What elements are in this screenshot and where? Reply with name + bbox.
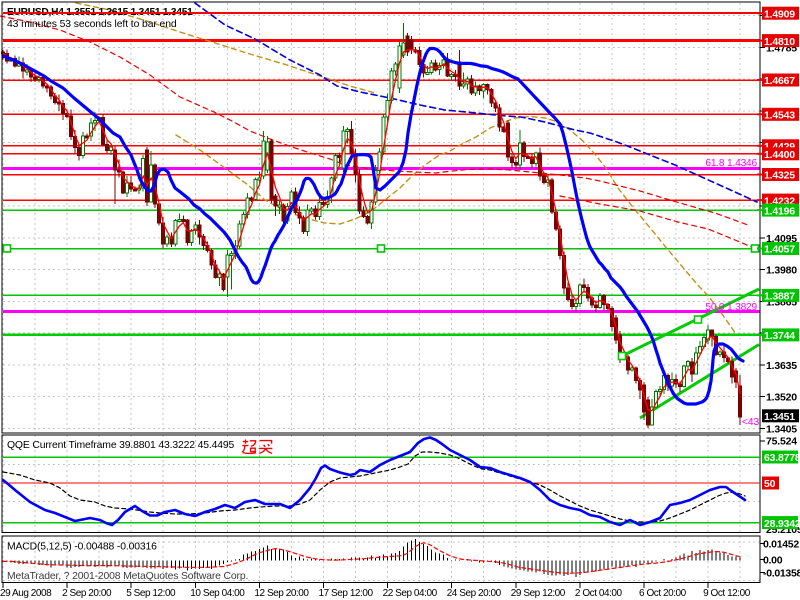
- svg-text:1.4810: 1.4810: [764, 36, 795, 48]
- svg-text:QQE Current Timeframe 39.8801: QQE Current Timeframe 39.8801 43.3222 45…: [7, 440, 235, 451]
- svg-text:24 Sep 20:00: 24 Sep 20:00: [447, 588, 502, 599]
- svg-text:29 Aug 2008: 29 Aug 2008: [0, 588, 52, 599]
- svg-text:29 Sep 12:00: 29 Sep 12:00: [511, 588, 566, 599]
- svg-text:6 Oct 20:00: 6 Oct 20:00: [639, 588, 687, 599]
- svg-text:1.4543: 1.4543: [764, 110, 795, 122]
- svg-text:MACD(5,12,5) -0.00488 -0.00316: MACD(5,12,5) -0.00488 -0.00316: [7, 542, 157, 553]
- svg-text:5 Sep 12:00: 5 Sep 12:00: [126, 588, 176, 599]
- svg-text:1.3520: 1.3520: [766, 392, 797, 404]
- svg-text:12 Sep 20:00: 12 Sep 20:00: [254, 588, 309, 599]
- svg-text:1.4057: 1.4057: [764, 244, 795, 256]
- svg-text:1.3451: 1.3451: [764, 411, 795, 423]
- svg-text:MetaTrader, ? 2001-2008 MetaQu: MetaTrader, ? 2001-2008 MetaQuotes Softw…: [7, 571, 248, 582]
- svg-text:2 Oct 04:00: 2 Oct 04:00: [575, 588, 623, 599]
- svg-text:75.524: 75.524: [766, 436, 797, 448]
- svg-text:1.4196: 1.4196: [764, 205, 795, 217]
- svg-text:-0.01358: -0.01358: [763, 568, 800, 580]
- svg-text:50: 50: [764, 478, 776, 490]
- svg-text:<43: <43: [742, 416, 760, 428]
- svg-text:1.3635: 1.3635: [766, 360, 797, 372]
- svg-text:17 Sep 12:00: 17 Sep 12:00: [319, 588, 374, 599]
- svg-text:0.00: 0.00: [763, 555, 783, 567]
- svg-text:10 Sep 04:00: 10 Sep 04:00: [190, 588, 245, 599]
- svg-text:43 minutes 53 seconds left to: 43 minutes 53 seconds left to bar end: [7, 19, 177, 30]
- svg-text:22 Sep 04:00: 22 Sep 04:00: [383, 588, 438, 599]
- svg-text:1.4325: 1.4325: [764, 170, 795, 182]
- svg-text:1.3887: 1.3887: [764, 291, 795, 303]
- svg-text:1.4667: 1.4667: [764, 75, 795, 87]
- svg-text:1.4400: 1.4400: [764, 149, 795, 161]
- svg-text:1.3744: 1.3744: [764, 330, 795, 342]
- svg-text:1.3980: 1.3980: [766, 265, 797, 277]
- svg-text:1.4909: 1.4909: [764, 8, 795, 20]
- svg-text:2 Sep 20:00: 2 Sep 20:00: [62, 588, 112, 599]
- svg-text:50.0 1.3829: 50.0 1.3829: [705, 302, 757, 313]
- svg-text:61.8 1.4346: 61.8 1.4346: [705, 158, 757, 169]
- svg-text:63.8778: 63.8778: [764, 452, 800, 464]
- svg-text:9 Oct 12:00: 9 Oct 12:00: [703, 588, 751, 599]
- svg-text:1.3405: 1.3405: [766, 424, 797, 436]
- svg-text:28.9342: 28.9342: [764, 518, 800, 530]
- svg-text:0.01452: 0.01452: [763, 539, 799, 551]
